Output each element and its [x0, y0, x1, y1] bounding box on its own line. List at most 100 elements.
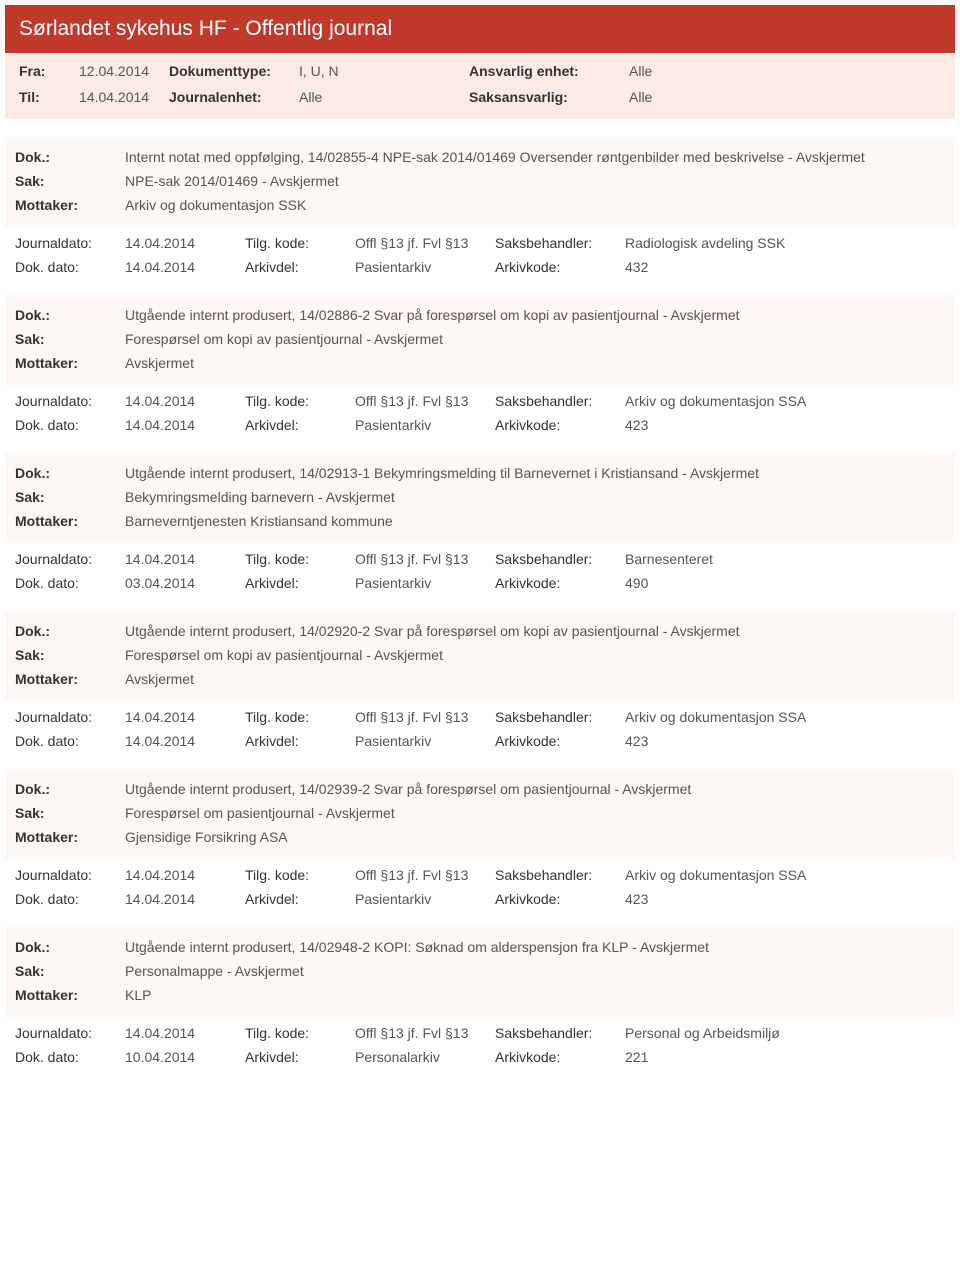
entry-sak-label: Sak: — [15, 331, 125, 347]
entry-dokdato-label: Dok. dato: — [15, 891, 125, 907]
filter-fra-value: 12.04.2014 — [79, 63, 169, 79]
entry-tilgkode-label: Tilg. kode: — [245, 867, 355, 883]
entry-tilgkode-value: Offl §13 jf. Fvl §13 — [355, 235, 495, 251]
entry-saksbehandler-label: Saksbehandler: — [495, 393, 625, 409]
entry-row-sak: Sak:Forespørsel om kopi av pasientjourna… — [15, 327, 945, 351]
entry-mottaker-value: Gjensidige Forsikring ASA — [125, 829, 288, 845]
entry-arkivdel-label: Arkivdel: — [245, 733, 355, 749]
entry-mottaker-label: Mottaker: — [15, 355, 125, 371]
entry-arkivkode-value: 432 — [625, 259, 945, 275]
entry-arkivdel-label: Arkivdel: — [245, 417, 355, 433]
entry-meta: Journaldato:14.04.2014Tilg. kode:Offl §1… — [5, 1017, 955, 1067]
entry-arkivkode-label: Arkivkode: — [495, 1049, 625, 1065]
entry-sak-label: Sak: — [15, 489, 125, 505]
entry-arkivkode-label: Arkivkode: — [495, 575, 625, 591]
entry-dokdato-label: Dok. dato: — [15, 1049, 125, 1065]
page-title: Sørlandet sykehus HF - Offentlig journal — [5, 5, 955, 53]
entry-saksbehandler-value: Arkiv og dokumentasjon SSA — [625, 867, 945, 883]
entry-dok-label: Dok.: — [15, 623, 125, 639]
filter-til-value: 14.04.2014 — [79, 89, 169, 105]
entry-journaldato-value: 14.04.2014 — [125, 1025, 245, 1041]
entry-saksbehandler-value: Arkiv og dokumentasjon SSA — [625, 709, 945, 725]
entry-journaldato-label: Journaldato: — [15, 1025, 125, 1041]
entry-mottaker-value: KLP — [125, 987, 151, 1003]
entry-row-mottaker: Mottaker:Barneverntjenesten Kristiansand… — [15, 509, 945, 533]
entry-arkivkode-label: Arkivkode: — [495, 733, 625, 749]
entry-arkivkode-value: 423 — [625, 417, 945, 433]
entry-mottaker-value: Barneverntjenesten Kristiansand kommune — [125, 513, 393, 529]
entry-mottaker-label: Mottaker: — [15, 513, 125, 529]
entry-dok-label: Dok.: — [15, 781, 125, 797]
entry-meta: Journaldato:14.04.2014Tilg. kode:Offl §1… — [5, 543, 955, 593]
entry-dok-label: Dok.: — [15, 939, 125, 955]
entry-tilgkode-label: Tilg. kode: — [245, 709, 355, 725]
entry-arkivdel-value: Pasientarkiv — [355, 259, 495, 275]
entry-arkivkode-value: 490 — [625, 575, 945, 591]
entry-row-mottaker: Mottaker:Avskjermet — [15, 667, 945, 691]
entry-mottaker-label: Mottaker: — [15, 197, 125, 213]
entry-row-dok: Dok.:Internt notat med oppfølging, 14/02… — [15, 145, 945, 169]
entry-row-sak: Sak:NPE-sak 2014/01469 - Avskjermet — [15, 169, 945, 193]
entries-container: Dok.:Internt notat med oppfølging, 14/02… — [5, 137, 955, 1067]
entry-sak-label: Sak: — [15, 805, 125, 821]
entry-arkivdel-value: Pasientarkiv — [355, 891, 495, 907]
entry-journaldato-value: 14.04.2014 — [125, 393, 245, 409]
entry-mottaker-value: Avskjermet — [125, 355, 194, 371]
entry-journaldato-label: Journaldato: — [15, 393, 125, 409]
entry-journaldato-label: Journaldato: — [15, 867, 125, 883]
entry-row-dok: Dok.:Utgående internt produsert, 14/0293… — [15, 777, 945, 801]
entry-dokdato-value: 14.04.2014 — [125, 259, 245, 275]
entry-mottaker-value: Avskjermet — [125, 671, 194, 687]
entry-dok-label: Dok.: — [15, 149, 125, 165]
entry-dokdato-value: 03.04.2014 — [125, 575, 245, 591]
entry-dokdato-label: Dok. dato: — [15, 259, 125, 275]
entry-journaldato-label: Journaldato: — [15, 709, 125, 725]
entry-row-dok: Dok.:Utgående internt produsert, 14/0291… — [15, 461, 945, 485]
entry-header: Dok.:Utgående internt produsert, 14/0294… — [5, 927, 955, 1017]
entry-meta: Journaldato:14.04.2014Tilg. kode:Offl §1… — [5, 701, 955, 751]
entry-sak-value: NPE-sak 2014/01469 - Avskjermet — [125, 173, 339, 189]
entry-row-sak: Sak:Forespørsel om kopi av pasientjourna… — [15, 643, 945, 667]
page: Sørlandet sykehus HF - Offentlig journal… — [0, 0, 960, 1072]
entry-dokdato-value: 14.04.2014 — [125, 417, 245, 433]
entry-arkivkode-value: 423 — [625, 891, 945, 907]
entry-row-sak: Sak:Bekymringsmelding barnevern - Avskje… — [15, 485, 945, 509]
entry-journaldato-value: 14.04.2014 — [125, 235, 245, 251]
entry-saksbehandler-value: Radiologisk avdeling SSK — [625, 235, 945, 251]
journal-entry: Dok.:Internt notat med oppfølging, 14/02… — [5, 137, 955, 277]
entry-dokdato-label: Dok. dato: — [15, 575, 125, 591]
entry-dokdato-label: Dok. dato: — [15, 417, 125, 433]
entry-header: Dok.:Internt notat med oppfølging, 14/02… — [5, 137, 955, 227]
entry-saksbehandler-label: Saksbehandler: — [495, 551, 625, 567]
filter-ansvarlig-value: Alle — [629, 63, 749, 79]
entry-header: Dok.:Utgående internt produsert, 14/0292… — [5, 611, 955, 701]
entry-header: Dok.:Utgående internt produsert, 14/0291… — [5, 453, 955, 543]
entry-dok-value: Utgående internt produsert, 14/02939-2 S… — [125, 781, 691, 797]
entry-sak-value: Forespørsel om kopi av pasientjournal - … — [125, 331, 443, 347]
entry-journaldato-label: Journaldato: — [15, 235, 125, 251]
entry-meta: Journaldato:14.04.2014Tilg. kode:Offl §1… — [5, 227, 955, 277]
entry-sak-label: Sak: — [15, 173, 125, 189]
entry-row-dok: Dok.:Utgående internt produsert, 14/0294… — [15, 935, 945, 959]
entry-row-mottaker: Mottaker:Avskjermet — [15, 351, 945, 375]
entry-dok-value: Utgående internt produsert, 14/02920-2 S… — [125, 623, 740, 639]
filter-journalenhet-label: Journalenhet: — [169, 89, 299, 105]
entry-dokdato-label: Dok. dato: — [15, 733, 125, 749]
filter-saksansvarlig-value: Alle — [629, 89, 749, 105]
filter-bar: Fra: 12.04.2014 Dokumenttype: I, U, N An… — [5, 53, 955, 119]
journal-entry: Dok.:Utgående internt produsert, 14/0292… — [5, 611, 955, 751]
entry-sak-value: Personalmappe - Avskjermet — [125, 963, 304, 979]
entry-row-sak: Sak:Personalmappe - Avskjermet — [15, 959, 945, 983]
entry-tilgkode-label: Tilg. kode: — [245, 393, 355, 409]
journal-entry: Dok.:Utgående internt produsert, 14/0293… — [5, 769, 955, 909]
filter-dokumenttype-label: Dokumenttype: — [169, 63, 299, 79]
entry-arkivdel-value: Pasientarkiv — [355, 575, 495, 591]
entry-dok-value: Utgående internt produsert, 14/02948-2 K… — [125, 939, 709, 955]
filter-til-label: Til: — [19, 89, 79, 105]
entry-dok-label: Dok.: — [15, 465, 125, 481]
entry-dok-value: Utgående internt produsert, 14/02913-1 B… — [125, 465, 759, 481]
entry-sak-value: Forespørsel om pasientjournal - Avskjerm… — [125, 805, 395, 821]
filter-saksansvarlig-label: Saksansvarlig: — [469, 89, 629, 105]
entry-arkivkode-label: Arkivkode: — [495, 417, 625, 433]
entry-mottaker-label: Mottaker: — [15, 829, 125, 845]
